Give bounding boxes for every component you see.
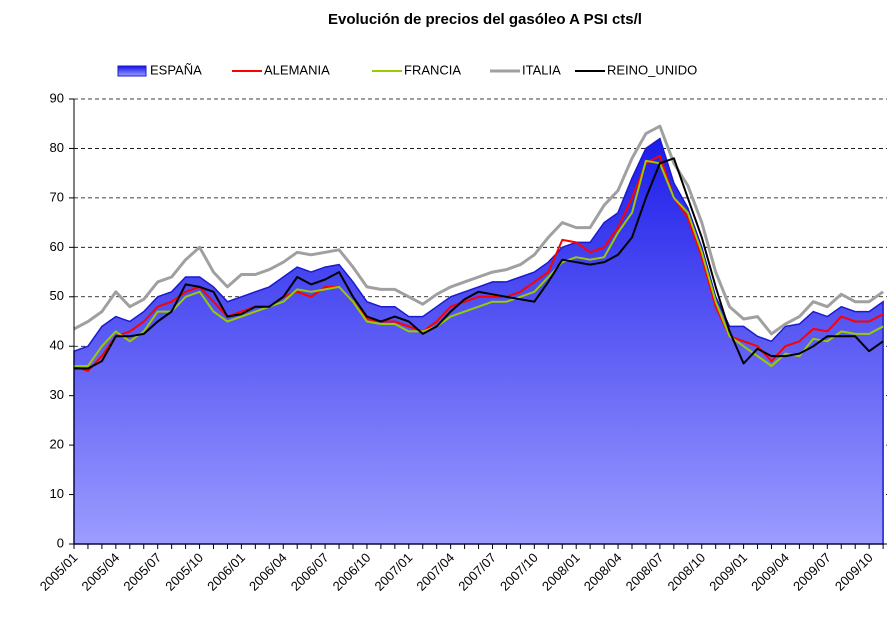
x-tick-label: 2007/01 <box>372 550 416 594</box>
y-tick-label: 50 <box>50 288 64 303</box>
x-tick-label: 2007/10 <box>497 550 541 594</box>
x-tick-label: 2008/10 <box>664 550 708 594</box>
legend-swatch <box>117 65 147 77</box>
legend-label: ALEMANIA <box>264 62 330 77</box>
x-tick-label: 2009/01 <box>706 550 750 594</box>
line <box>74 159 884 367</box>
y-tick-label: 10 <box>50 486 64 501</box>
x-tick-label: 2006/04 <box>246 550 290 594</box>
x-tick-label: 2005/07 <box>120 550 164 594</box>
x-tick-label: 2007/07 <box>455 550 499 594</box>
x-tick-label: 2005/10 <box>162 550 206 594</box>
line <box>73 154 884 372</box>
y-tick-label: 0 <box>57 535 64 550</box>
x-tick-label: 2006/01 <box>204 550 248 594</box>
legend-label: ITALIA <box>522 62 561 77</box>
x-tick-label: 2009/10 <box>832 550 876 594</box>
y-tick-label: 30 <box>50 387 64 402</box>
y-tick-label: 20 <box>50 437 64 452</box>
x-tick-label: 2006/10 <box>330 550 374 594</box>
legend-label: ESPAÑA <box>150 62 202 77</box>
x-tick-label: 2005/01 <box>37 550 81 594</box>
y-tick-label: 90 <box>50 90 64 105</box>
x-tick-label: 2008/04 <box>581 550 625 594</box>
x-tick-label: 2008/07 <box>623 550 667 594</box>
legend-label: FRANCIA <box>404 62 461 77</box>
y-tick-label: 60 <box>50 239 64 254</box>
area <box>73 137 884 545</box>
line <box>74 157 884 370</box>
legend-label: REINO_UNIDO <box>607 62 697 77</box>
line <box>73 124 884 336</box>
chart-title: Evolución de precios del gasóleo A PSI c… <box>328 11 642 28</box>
x-tick-label: 2007/04 <box>413 550 457 594</box>
x-tick-label: 2009/04 <box>748 550 792 594</box>
y-tick-label: 40 <box>50 338 64 353</box>
y-tick-label: 80 <box>50 140 64 155</box>
x-tick-label: 2006/07 <box>288 550 332 594</box>
x-tick-label: 2008/01 <box>539 550 583 594</box>
y-tick-label: 70 <box>50 189 64 204</box>
x-tick-label: 2009/07 <box>790 550 834 594</box>
x-tick-label: 2005/04 <box>79 550 123 594</box>
